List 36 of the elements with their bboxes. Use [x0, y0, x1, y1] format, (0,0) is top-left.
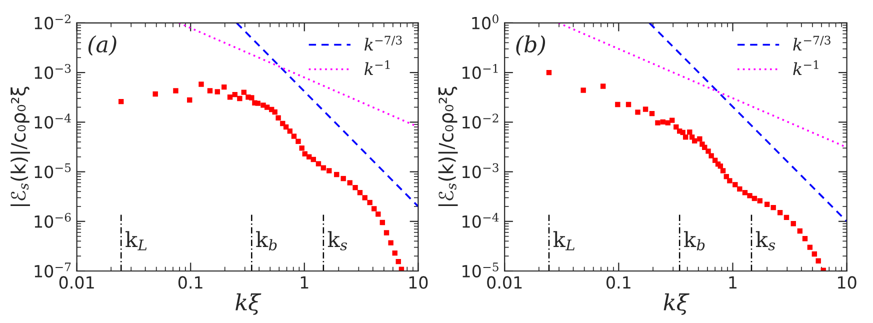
y-tick-label: 10$^{−5}$ [462, 262, 498, 278]
x-tick-label: 0.01 [59, 276, 94, 289]
y-tick-label: 10$^{−3}$ [462, 163, 498, 178]
ref-line-label: k$_{s}$ [328, 231, 348, 250]
y-tick-label: 10$^{−2}$ [462, 114, 498, 129]
legend-label: k$^{−1}$ [793, 60, 818, 75]
x-tick-label: 0.1 [606, 276, 630, 289]
annotation: (b) [516, 35, 546, 56]
y-tick-label: 10$^{−5}$ [34, 163, 71, 178]
legend-label: k$^{−1}$ [364, 60, 390, 75]
x-tick-label: 1 [729, 276, 736, 289]
x-axis-title: kξ [664, 293, 690, 315]
x-tick-label: 0.1 [178, 276, 202, 289]
x-tick-label: 10 [409, 276, 428, 289]
y-tick-label: 10$^{−4}$ [34, 114, 71, 129]
ref-line-label: k$_{L}$ [126, 231, 147, 250]
x-tick-label: 1 [300, 276, 308, 289]
y-axis-title: |ℰ$_{s}$(k)|/c₀ρ₀²ξ [438, 86, 458, 206]
ref-line-label: k$_{s}$ [756, 231, 776, 250]
y-tick-label: 10$^{−7}$ [34, 262, 71, 278]
x-tick-label: 0.01 [487, 276, 522, 289]
ref-line-label: k$_{L}$ [553, 231, 574, 250]
y-tick-label: 10$^{0}$ [472, 14, 498, 30]
x-tick-label: 10 [838, 276, 856, 289]
annotation: (a) [88, 35, 116, 56]
y-axis-title: |ℰ$_{s}$(k)|/c₀ρ₀²ξ [10, 86, 30, 206]
y-tick-label: 10$^{−2}$ [34, 14, 70, 30]
ref-line-label: k$_{b}$ [256, 231, 277, 250]
x-axis-title: kξ [236, 293, 262, 315]
y-tick-label: 10$^{−3}$ [34, 64, 71, 79]
y-tick-label: 10$^{−4}$ [462, 212, 499, 228]
y-tick-label: 10$^{−1}$ [462, 64, 498, 79]
legend-label: k$^{−7/3}$ [364, 36, 402, 50]
y-tick-label: 10$^{−6}$ [34, 212, 71, 228]
legend-label: k$^{−7/3}$ [793, 36, 830, 50]
ref-line-label: k$_{b}$ [684, 231, 705, 250]
